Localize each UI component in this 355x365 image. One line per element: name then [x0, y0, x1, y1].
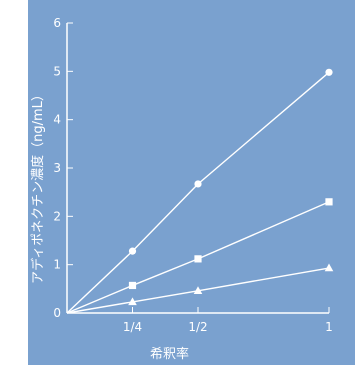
- x-axis-label: 希釈率: [150, 347, 190, 362]
- data-point-triangle: [193, 286, 203, 294]
- data-point-triangle: [324, 263, 334, 272]
- data-point-circle: [194, 180, 202, 188]
- y-tick-label: 4: [53, 113, 61, 127]
- y-tick-label: 5: [53, 64, 61, 78]
- series-line-circle: [66, 71, 330, 314]
- axes: [66, 23, 329, 314]
- y-tick-label: 2: [53, 209, 61, 223]
- data-point-circle: [128, 247, 137, 255]
- data-point-triangle: [128, 297, 137, 306]
- data-point-circle: [325, 68, 333, 76]
- y-axis-label: アディポネクチン濃度（ng/mL）: [30, 88, 46, 284]
- series-line-triangle: [66, 267, 330, 314]
- data-point-square: [194, 255, 202, 263]
- chart-panel: [28, 0, 355, 365]
- y-tick-label: 3: [53, 161, 61, 175]
- x-tick-label: 1: [325, 320, 333, 334]
- y-tick-label: 6: [53, 16, 61, 30]
- x-tick-label: 1/2: [188, 320, 207, 334]
- data-point-square: [325, 198, 333, 206]
- y-tick-label: 0: [53, 306, 61, 320]
- data-point-square: [128, 281, 137, 290]
- y-ticks: 0 1 2 3 4 5 6: [53, 16, 73, 320]
- series-lines: [66, 68, 334, 314]
- x-ticks: 1/4 1/2 1: [123, 307, 333, 334]
- x-tick-label: 1/4: [123, 320, 142, 334]
- y-tick-label: 1: [53, 258, 61, 272]
- series-line-square: [66, 201, 330, 314]
